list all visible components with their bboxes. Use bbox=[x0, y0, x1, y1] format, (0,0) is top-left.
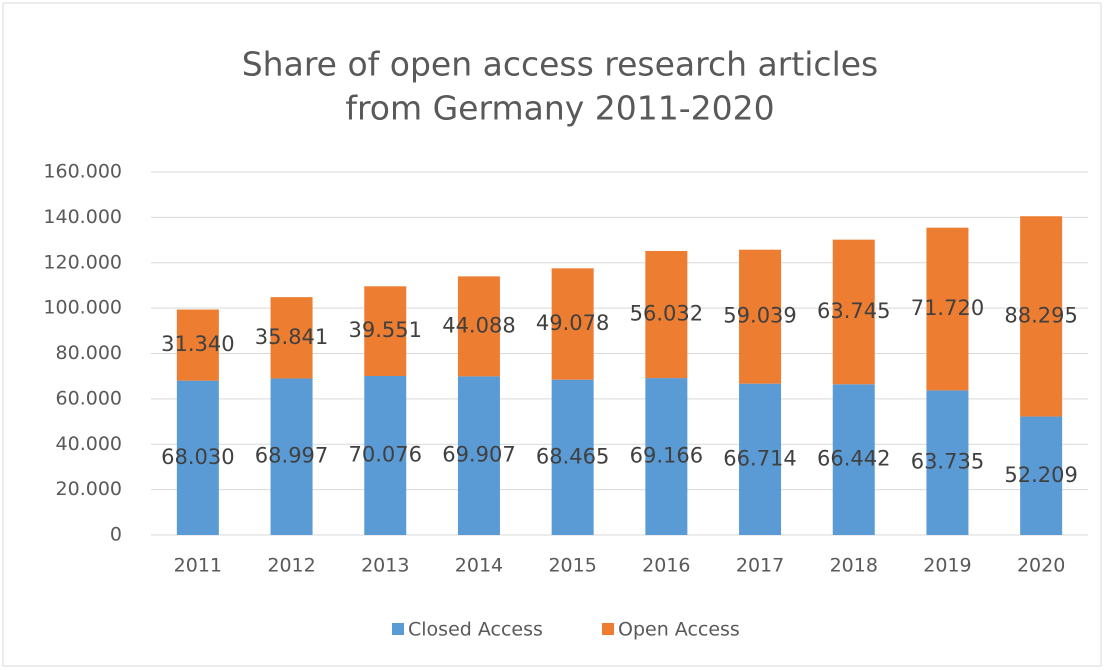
y-tick-label: 40.000 bbox=[56, 433, 122, 455]
bar-segment bbox=[270, 297, 313, 379]
y-tick-label: 0 bbox=[110, 524, 122, 546]
bar-segment bbox=[645, 250, 688, 379]
bar-segment bbox=[926, 227, 969, 391]
data-label: 69.166 bbox=[630, 444, 703, 468]
x-tick-label: 2016 bbox=[642, 555, 690, 577]
data-label: 70.076 bbox=[349, 443, 422, 467]
legend-swatch bbox=[392, 623, 404, 635]
bar-segment bbox=[551, 379, 594, 535]
bar-segment bbox=[176, 309, 219, 381]
data-label: 71.720 bbox=[911, 296, 984, 320]
data-label: 31.340 bbox=[161, 332, 234, 356]
chart-title: Share of open access research articles bbox=[242, 45, 879, 84]
x-tick-label: 2015 bbox=[548, 555, 596, 577]
data-label: 39.551 bbox=[349, 318, 422, 342]
y-tick-label: 60.000 bbox=[56, 387, 122, 409]
bar-segment bbox=[176, 380, 219, 535]
x-tick-label: 2020 bbox=[1017, 555, 1065, 577]
data-label: 68.030 bbox=[161, 445, 234, 469]
data-label: 88.295 bbox=[1004, 303, 1077, 327]
bar-segment bbox=[832, 384, 875, 535]
bar-segment bbox=[926, 390, 969, 535]
x-tick-label: 2011 bbox=[174, 555, 222, 577]
bar-segment bbox=[739, 383, 782, 535]
bar-segment bbox=[457, 376, 500, 535]
bar-segment bbox=[739, 249, 782, 384]
y-tick-label: 100.000 bbox=[43, 297, 122, 319]
x-tick-label: 2018 bbox=[830, 555, 878, 577]
y-tick-label: 160.000 bbox=[43, 161, 122, 183]
bar-segment bbox=[645, 378, 688, 535]
legend-label: Open Access bbox=[618, 619, 740, 641]
x-tick-label: 2017 bbox=[736, 555, 784, 577]
data-label: 44.088 bbox=[442, 313, 515, 337]
bar-segment bbox=[551, 268, 594, 380]
x-tick-label: 2012 bbox=[267, 555, 315, 577]
data-label: 66.442 bbox=[817, 447, 890, 471]
data-label: 52.209 bbox=[1004, 463, 1077, 487]
data-label: 68.997 bbox=[255, 444, 328, 468]
bar-segment bbox=[364, 286, 407, 377]
legend-swatch bbox=[602, 623, 614, 635]
data-label: 63.745 bbox=[817, 299, 890, 323]
bar-segment bbox=[364, 376, 407, 535]
data-label: 59.039 bbox=[723, 304, 796, 328]
y-tick-label: 80.000 bbox=[56, 342, 122, 364]
legend-label: Closed Access bbox=[408, 619, 543, 641]
data-label: 63.735 bbox=[911, 450, 984, 474]
data-label: 49.078 bbox=[536, 311, 609, 335]
x-tick-label: 2014 bbox=[455, 555, 503, 577]
y-tick-label: 140.000 bbox=[43, 206, 122, 228]
y-tick-label: 120.000 bbox=[43, 251, 122, 273]
y-tick-label: 20.000 bbox=[56, 478, 122, 500]
bar-segment bbox=[457, 276, 500, 377]
data-label: 56.032 bbox=[630, 302, 703, 326]
x-tick-label: 2019 bbox=[923, 555, 971, 577]
bar-segment bbox=[270, 378, 313, 535]
x-tick-label: 2013 bbox=[361, 555, 409, 577]
data-label: 66.714 bbox=[723, 446, 796, 470]
data-label: 68.465 bbox=[536, 444, 609, 468]
bar-segment bbox=[1020, 216, 1063, 417]
chart-title: from Germany 2011-2020 bbox=[345, 89, 774, 128]
data-label: 35.841 bbox=[255, 325, 328, 349]
bar-segment bbox=[1020, 416, 1063, 535]
bar-segment bbox=[832, 239, 875, 385]
data-label: 69.907 bbox=[442, 443, 515, 467]
